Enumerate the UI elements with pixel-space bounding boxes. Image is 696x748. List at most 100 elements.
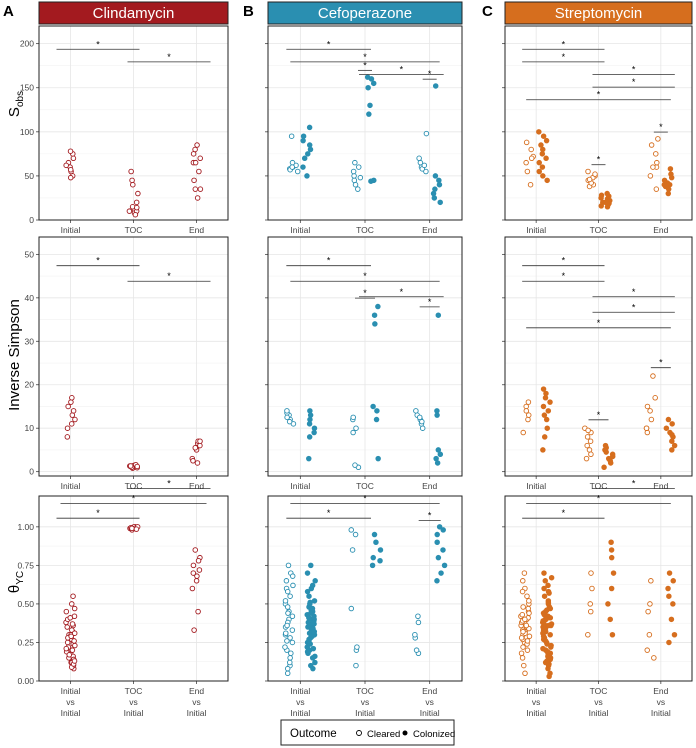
significance-star: *: [562, 271, 566, 281]
data-point-cleared: [588, 570, 594, 576]
x-tick-label: TOC: [125, 481, 143, 491]
data-point-colonized: [545, 599, 552, 606]
data-point-cleared: [190, 562, 197, 569]
data-point-cleared: [127, 463, 134, 469]
significance-star: *: [632, 287, 636, 297]
data-point-cleared: [132, 211, 139, 218]
data-point-colonized: [543, 616, 549, 623]
data-point-colonized: [541, 621, 547, 627]
data-point-cleared: [423, 168, 429, 175]
data-point-cleared: [520, 604, 526, 610]
data-point-colonized: [607, 616, 613, 623]
data-point-colonized: [606, 193, 612, 199]
data-point-cleared: [197, 155, 203, 162]
data-point-cleared: [71, 658, 78, 664]
data-point-cleared: [190, 458, 196, 464]
data-point-colonized: [306, 434, 313, 440]
data-point-cleared: [67, 615, 73, 621]
data-point-colonized: [370, 554, 376, 561]
x-tick-label: End: [653, 686, 668, 696]
y-tick-label: 0.75: [17, 560, 34, 570]
data-point-cleared: [588, 451, 594, 458]
data-point-colonized: [370, 80, 377, 87]
legend-cleared-label: Cleared: [367, 729, 400, 740]
data-point-cleared: [289, 639, 296, 646]
data-point-colonized: [543, 390, 549, 397]
data-point-colonized: [669, 438, 675, 444]
data-point-colonized: [540, 645, 546, 652]
data-point-colonized: [301, 155, 308, 162]
panel-c-row-2: Initial TOC End * * * * * * *: [502, 236, 693, 491]
significance-star: *: [428, 510, 432, 520]
data-point-cleared: [415, 613, 421, 620]
data-point-cleared: [128, 168, 134, 175]
data-point-colonized: [371, 312, 378, 318]
x-tick-label: vs: [66, 697, 75, 707]
data-point-cleared: [523, 159, 529, 166]
x-tick-label: Initial: [290, 686, 310, 696]
data-point-cleared: [63, 162, 69, 169]
data-point-cleared: [519, 655, 526, 661]
data-point-cleared: [126, 208, 133, 214]
data-point-cleared: [288, 650, 294, 657]
data-point-colonized: [663, 425, 670, 431]
x-tick-label: TOC: [356, 686, 374, 696]
data-point-colonized: [536, 168, 543, 175]
y-axis-title-sobs: Sobs: [6, 91, 26, 117]
data-point-colonized: [609, 632, 616, 638]
data-point-cleared: [134, 204, 140, 211]
data-point-cleared: [69, 412, 76, 418]
data-point-colonized: [371, 531, 378, 538]
x-tick-label: Initial: [61, 225, 81, 235]
data-point-cleared: [70, 155, 77, 162]
significance-star: *: [562, 52, 566, 62]
legend-title: Outcome: [290, 728, 337, 740]
data-point-colonized: [546, 590, 552, 596]
data-point-cleared: [353, 662, 359, 669]
data-point-cleared: [587, 601, 593, 607]
data-point-colonized: [671, 632, 678, 638]
data-point-cleared: [351, 177, 358, 184]
significance-star: *: [597, 410, 601, 420]
significance-star: *: [167, 479, 171, 489]
data-point-colonized: [312, 659, 318, 666]
y-tick-label: 200: [20, 39, 34, 49]
x-tick-label: vs: [425, 697, 434, 707]
data-point-cleared: [69, 395, 75, 401]
data-point-cleared: [130, 181, 136, 188]
significance-star: *: [363, 60, 367, 70]
data-point-colonized: [373, 539, 379, 546]
data-point-cleared: [525, 416, 531, 423]
x-tick-label: End: [653, 481, 668, 491]
data-point-cleared: [524, 638, 531, 644]
data-point-cleared: [289, 164, 295, 170]
data-point-colonized: [306, 638, 312, 644]
data-point-colonized: [538, 142, 544, 148]
data-point-colonized: [306, 615, 312, 621]
data-point-cleared: [289, 573, 296, 579]
data-point-colonized: [440, 527, 446, 533]
data-point-cleared: [68, 421, 75, 427]
significance-star: *: [562, 39, 566, 49]
x-tick-label: vs: [532, 697, 541, 707]
data-point-colonized: [598, 203, 605, 209]
data-point-cleared: [64, 639, 71, 646]
data-point-colonized: [310, 645, 317, 652]
data-point-colonized: [671, 442, 678, 449]
panel-border: [38, 495, 229, 682]
significance-star: *: [167, 52, 171, 62]
significance-star: *: [562, 256, 566, 266]
data-point-colonized: [541, 412, 548, 418]
data-point-colonized: [304, 173, 310, 179]
data-point-cleared: [290, 582, 296, 589]
data-point-colonized: [300, 133, 307, 139]
data-point-colonized: [377, 558, 383, 564]
data-point-cleared: [643, 425, 650, 431]
data-point-colonized: [430, 190, 437, 197]
data-point-cleared: [289, 627, 296, 633]
data-point-cleared: [135, 190, 141, 197]
data-point-cleared: [583, 455, 590, 462]
x-tick-label: Initial: [290, 708, 310, 718]
data-point-cleared: [651, 655, 657, 661]
significance-star: *: [96, 256, 100, 266]
